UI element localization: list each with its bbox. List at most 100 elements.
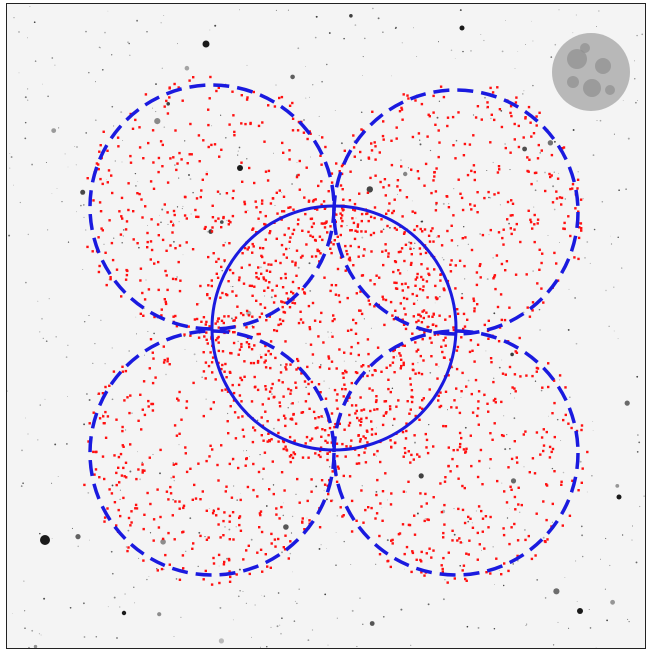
sample-point: [442, 287, 445, 290]
sample-point: [389, 364, 392, 367]
sample-point: [207, 108, 210, 111]
sample-point: [263, 289, 266, 292]
sample-point: [207, 123, 210, 127]
sample-point: [435, 167, 438, 170]
star: [206, 231, 209, 233]
sample-point: [464, 577, 467, 581]
star: [8, 234, 11, 237]
sample-point: [279, 261, 282, 265]
sample-point: [242, 313, 245, 317]
sample-point: [211, 512, 215, 515]
star: [509, 508, 510, 509]
sample-point: [203, 227, 206, 230]
sample-point: [382, 120, 385, 123]
sample-point: [135, 477, 138, 481]
sample-point: [284, 417, 287, 420]
sample-point: [157, 260, 160, 264]
sample-point: [551, 201, 555, 204]
sample-point: [196, 303, 199, 306]
star: [277, 592, 280, 594]
sample-point: [296, 223, 300, 226]
sample-point: [272, 492, 275, 496]
sample-point: [458, 259, 462, 262]
sample-point: [264, 214, 267, 218]
star: [489, 467, 491, 469]
sample-point: [211, 356, 215, 359]
sample-point: [423, 228, 427, 231]
sample-point: [388, 202, 391, 205]
sample-point: [309, 439, 312, 442]
star: [276, 625, 279, 628]
sample-point: [368, 387, 371, 390]
sample-point: [370, 428, 374, 431]
sample-point: [252, 90, 255, 94]
sample-point: [470, 169, 473, 173]
star: [558, 9, 560, 11]
star: [219, 606, 222, 609]
sample-point: [275, 507, 278, 510]
sample-point: [525, 374, 528, 377]
star: [576, 601, 578, 602]
sample-point: [298, 159, 301, 163]
sample-point: [493, 275, 496, 279]
sample-point: [324, 221, 328, 224]
sample-point: [338, 422, 341, 425]
sample-point: [189, 334, 192, 337]
sample-point: [396, 179, 400, 182]
star: [369, 621, 375, 626]
sample-point: [297, 173, 300, 177]
sample-point: [342, 395, 345, 398]
sample-point: [105, 283, 108, 287]
star: [610, 235, 611, 237]
star: [237, 154, 239, 156]
sample-point: [295, 175, 299, 179]
sample-point: [220, 444, 223, 447]
sample-point: [126, 549, 129, 553]
sample-point: [455, 349, 459, 352]
sample-point: [319, 320, 322, 323]
sample-point: [166, 288, 169, 292]
sample-point: [392, 209, 395, 213]
sample-point: [237, 353, 240, 356]
sample-point: [222, 534, 225, 537]
star: [177, 43, 178, 45]
sample-point: [228, 462, 231, 466]
sample-point: [384, 472, 387, 475]
sample-point: [239, 529, 243, 532]
sample-point: [558, 196, 562, 199]
sample-point: [517, 124, 520, 128]
sample-point: [513, 440, 516, 443]
sample-point: [495, 557, 498, 560]
sample-point: [275, 191, 278, 194]
sample-point: [580, 229, 583, 232]
sample-point: [374, 158, 377, 161]
star: [211, 125, 213, 127]
sample-point: [526, 306, 529, 309]
sample-point: [370, 506, 373, 510]
sample-point: [115, 524, 118, 527]
sample-point: [227, 219, 231, 223]
sample-point: [383, 178, 387, 181]
sample-point: [507, 569, 510, 573]
sample-point: [348, 421, 352, 425]
lower-right-field-circle: [332, 329, 580, 577]
sample-point: [464, 236, 467, 239]
sample-point: [115, 268, 119, 271]
sample-point: [126, 396, 129, 399]
sample-point: [555, 197, 559, 200]
sample-point: [224, 490, 227, 493]
sample-point: [439, 279, 442, 282]
sample-point: [165, 490, 169, 493]
sample-point: [477, 423, 480, 426]
sky-image-frame: [6, 3, 646, 649]
sample-point: [358, 309, 361, 312]
sample-point: [100, 227, 103, 230]
sample-point: [146, 231, 149, 235]
sample-point: [248, 166, 251, 170]
sample-point: [425, 502, 428, 505]
sample-point: [400, 106, 403, 110]
sample-point: [360, 489, 363, 492]
sample-point: [456, 308, 459, 311]
sample-point: [548, 456, 552, 459]
star: [184, 140, 186, 142]
